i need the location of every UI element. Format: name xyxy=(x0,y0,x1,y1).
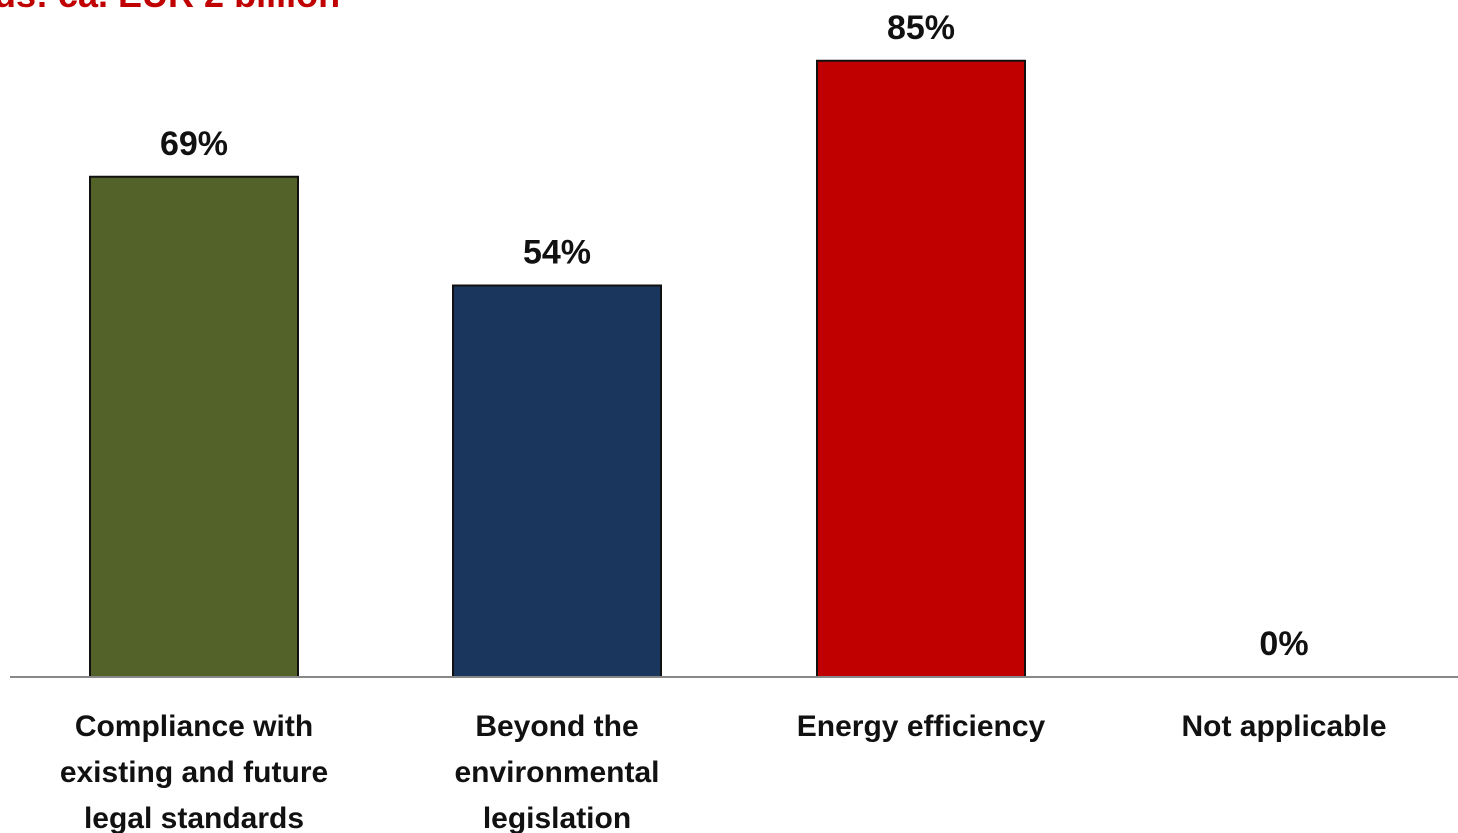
category-label-2: Energy efficiency xyxy=(797,710,1046,743)
value-label-3: 0% xyxy=(1259,625,1308,663)
value-labels-group: 69% 54% 85% 0% xyxy=(160,9,1309,663)
category-label-line: legislation xyxy=(483,802,631,833)
category-label-line: Energy efficiency xyxy=(797,710,1046,743)
category-label-line: legal standards xyxy=(84,802,304,833)
bar-1 xyxy=(452,284,662,678)
category-label-1: Beyond the environmental legislation xyxy=(454,710,659,833)
category-label-line: Not applicable xyxy=(1181,710,1386,743)
category-label-line: Compliance with xyxy=(75,710,313,743)
category-label-line: environmental xyxy=(454,756,659,789)
value-label-0: 69% xyxy=(160,125,228,163)
category-label-line: existing and future xyxy=(60,756,328,789)
bars-group xyxy=(89,59,1026,678)
value-label-1: 54% xyxy=(523,234,591,272)
category-label-3: Not applicable xyxy=(1181,710,1386,743)
chart-title: ds: ca. EUR 2 billion xyxy=(0,0,340,16)
category-label-line: Beyond the xyxy=(475,710,638,743)
bar-2 xyxy=(816,59,1026,678)
bar-0 xyxy=(89,175,299,678)
value-label-2: 85% xyxy=(887,9,955,47)
category-labels-group: Compliance with existing and future legal … xyxy=(60,710,1387,833)
category-label-0: Compliance with existing and future legal … xyxy=(60,710,328,833)
